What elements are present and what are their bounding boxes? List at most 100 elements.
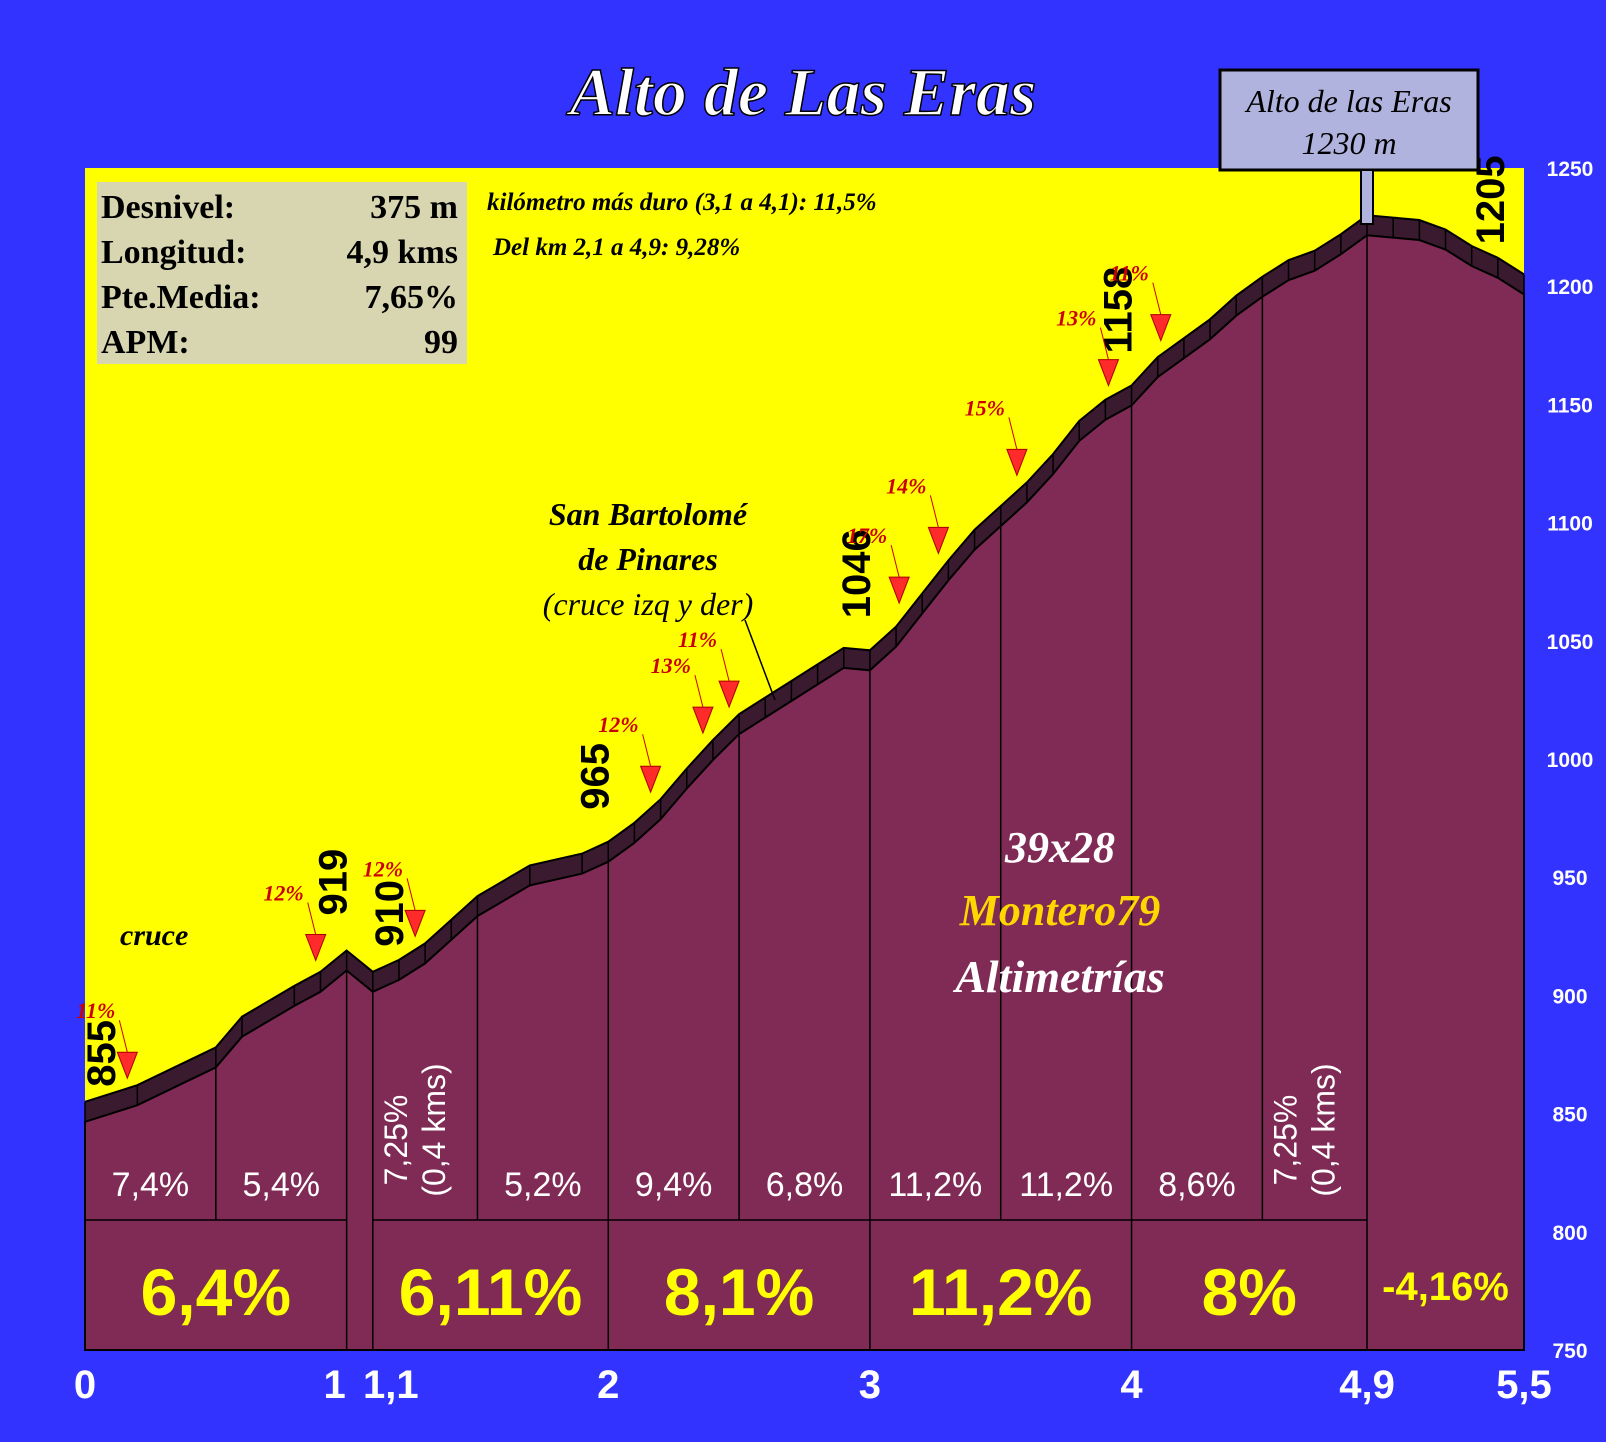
chart-labels: 7,4% 5,4% 7,25% (0,4 kms) 5,2% 9,4% 6,8% 11,2% 1… [76, 155, 1513, 1329]
x-tick-label: 1,1 [363, 1363, 419, 1407]
km-grade-label: -4,16% [1382, 1265, 1509, 1309]
ramp-leader [720, 648, 730, 682]
profile-area [84, 234, 1525, 1351]
x-tick-label: 1 [324, 1363, 346, 1407]
y-tick-label: 1050 [1547, 631, 1594, 654]
credit-site: Altimetrías [952, 951, 1165, 1002]
half-km-grade-label: 11,2% [1019, 1166, 1113, 1204]
altitude-point-label: 910 [368, 880, 412, 947]
ramp-grade-label: 13% [651, 653, 691, 678]
half-km-grade-label: 5,2% [504, 1166, 582, 1204]
town-leader-line [744, 619, 776, 701]
half-km-grade-label: 9,4% [635, 1166, 713, 1204]
stats-box: Desnivel: 375 m Longitud: 4,9 kms Pte.Me… [97, 182, 467, 364]
cruce-label: cruce [120, 919, 188, 952]
ramp-grade-label: 12% [363, 856, 403, 881]
km-grade-label: 6,4% [141, 1255, 291, 1329]
ramp-grade-label: 13% [1056, 306, 1096, 331]
profile-layer [84, 214, 1525, 1351]
altitude-point-label: 965 [573, 743, 617, 810]
y-tick-label: 1200 [1547, 276, 1594, 299]
half-km-grade-label: 5,4% [242, 1166, 320, 1204]
ramp-leader [1008, 417, 1018, 450]
credits: 39x28 Montero79 Altimetrías [952, 823, 1165, 1002]
half-km-grade-label: 7,4% [112, 1166, 190, 1204]
altitude-point-label: 1046 [835, 529, 879, 618]
y-tick-label: 1000 [1547, 749, 1594, 772]
town-annotation: San Bartolomé de Pinares (cruce izq y de… [543, 496, 776, 701]
ramp-leader [307, 902, 317, 935]
town-name-line3: (cruce izq y der) [543, 586, 754, 622]
summit-box: Alto de las Eras 1230 m [1218, 68, 1480, 225]
ramp-leader [694, 674, 704, 708]
segment-dividers [85, 235, 1368, 1350]
half-km-grade-label: 8,6% [1158, 1166, 1236, 1204]
half-km-grade-sublabel: (0,4 kms) [1306, 1063, 1342, 1196]
altitude-point-label: 855 [80, 1020, 124, 1087]
profile-line [84, 214, 1525, 1103]
half-km-grade-label: 7,25% [1268, 1095, 1304, 1186]
half-km-grade-sublabel: (0,4 kms) [416, 1063, 452, 1196]
ramp-leader [406, 878, 416, 911]
ramp-leader [929, 495, 939, 528]
ramp-leader [1152, 282, 1162, 315]
half-km-grade-label: 6,8% [766, 1166, 844, 1204]
ramp-grade-label: 11% [1110, 261, 1149, 286]
ramp-grade-label: 15% [965, 395, 1005, 420]
town-name-line2: de Pinares [578, 541, 718, 577]
stat-value-apm: 99 [424, 324, 458, 361]
altitude-point-label: 1158 [1097, 267, 1141, 354]
y-tick-label: 1150 [1547, 394, 1593, 417]
half-km-grade-label: 11,2% [888, 1166, 982, 1204]
stat-label-longitud: Longitud: [101, 234, 247, 271]
ramp-leader [1099, 327, 1109, 360]
credit-gear: 39x28 [1004, 823, 1115, 872]
y-tick-label: 850 [1552, 1104, 1587, 1127]
ramp-grade-label: 11% [678, 627, 717, 652]
y-tick-label: 1100 [1547, 513, 1593, 536]
y-tick-label: 1250 [1547, 158, 1594, 181]
x-tick-label: 4 [1120, 1363, 1143, 1407]
km-grade-label: 11,2% [909, 1255, 1093, 1329]
stat-label-apm: APM: [101, 324, 190, 361]
stats-box-frame [97, 182, 467, 364]
ramp-leader [890, 544, 900, 578]
summit-box-frame [1218, 68, 1480, 172]
summit-post [1360, 169, 1374, 225]
ramp-grade-label: 12% [598, 712, 638, 737]
credit-author: Montero79 [959, 886, 1160, 935]
km-grade-label: 6,11% [399, 1255, 583, 1329]
y-tick-label: 800 [1552, 1222, 1587, 1245]
km-grade-label: 8% [1202, 1255, 1297, 1329]
ramp-grade-label: 12% [263, 881, 303, 906]
ramp-leader [642, 734, 652, 767]
town-name-line1: San Bartolomé [549, 496, 749, 532]
y-tick-label: 750 [1552, 1340, 1587, 1363]
km-grade-label: 8,1% [664, 1255, 814, 1329]
ramp-grade-label: 17% [847, 523, 887, 548]
stat-value-desnivel: 375 m [370, 189, 458, 226]
stat-label-desnivel: Desnivel: [101, 189, 235, 226]
half-km-grade-label: 7,25% [378, 1095, 414, 1186]
x-tick-label: 0 [74, 1363, 96, 1407]
note-km-range: Del km 2,1 a 4,9: 9,28% [492, 234, 740, 261]
summit-name: Alto de las Eras [1244, 83, 1451, 119]
x-tick-label: 5,5 [1496, 1363, 1552, 1407]
x-tick-label: 4,9 [1339, 1363, 1395, 1407]
summit-altitude: 1230 m [1301, 125, 1396, 161]
note-hardest-km: kilómetro más duro (3,1 a 4,1): 11,5% [487, 189, 877, 216]
stat-label-pendiente: Pte.Media: [101, 279, 261, 316]
x-tick-label: 3 [859, 1363, 881, 1407]
ramp-grade-label: 14% [886, 473, 926, 498]
stat-value-pendiente: 7,65% [365, 279, 459, 316]
stat-value-longitud: 4,9 kms [347, 234, 458, 271]
ramp-grade-label: 11% [76, 998, 115, 1023]
ramp-leader [118, 1020, 128, 1053]
y-tick-label: 900 [1552, 985, 1587, 1008]
chart-title: Alto de Las Eras [566, 54, 1037, 130]
y-tick-label: 950 [1552, 867, 1587, 890]
altitude-point-label: 919 [312, 849, 356, 916]
x-tick-label: 2 [597, 1363, 619, 1407]
